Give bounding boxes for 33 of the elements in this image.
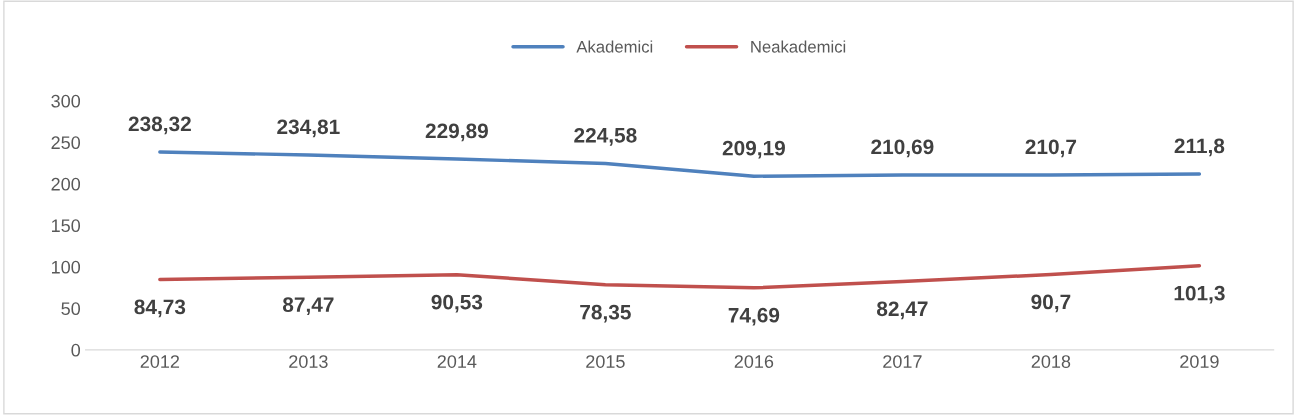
x-tick-label: 2013 <box>289 355 328 368</box>
y-tick-label: 200 <box>51 177 81 191</box>
data-label: 238,32 <box>128 116 191 135</box>
y-tick-label: 100 <box>52 260 81 274</box>
data-label: 210,7 <box>1025 139 1077 158</box>
data-label: 87,47 <box>282 297 334 316</box>
data-label: 82,47 <box>876 301 928 320</box>
data-label: 211,8 <box>1174 138 1225 157</box>
x-tick-label: 2015 <box>586 355 625 368</box>
data-label: 224,58 <box>574 127 637 146</box>
data-label: 90,53 <box>431 294 483 313</box>
x-tick-label: 2017 <box>883 355 922 368</box>
data-label: 90,7 <box>1031 294 1071 313</box>
x-tick-label: 2016 <box>734 355 774 368</box>
y-tick-label: 300 <box>51 94 81 108</box>
y-tick-label: 150 <box>52 219 81 233</box>
data-label: 234,81 <box>277 119 340 138</box>
data-label: 74,69 <box>728 307 780 326</box>
y-tick-label: 50 <box>61 302 81 316</box>
x-tick-label: 2019 <box>1180 355 1219 368</box>
data-label: 101,3 <box>1174 285 1225 304</box>
data-label: 209,19 <box>722 140 785 159</box>
y-tick-label: 0 <box>71 343 81 357</box>
x-tick-label: 2018 <box>1031 355 1071 368</box>
data-label: 84,73 <box>134 299 186 318</box>
y-tick-label: 250 <box>51 136 81 150</box>
x-tick-label: 2014 <box>437 355 477 368</box>
data-label: 78,35 <box>580 304 631 323</box>
data-label: 229,89 <box>425 123 488 142</box>
data-label: 210,69 <box>871 139 934 158</box>
x-tick-label: 2012 <box>140 355 180 368</box>
legend-label: Neakademici <box>751 40 846 53</box>
legend-label: Akademici <box>576 40 653 53</box>
